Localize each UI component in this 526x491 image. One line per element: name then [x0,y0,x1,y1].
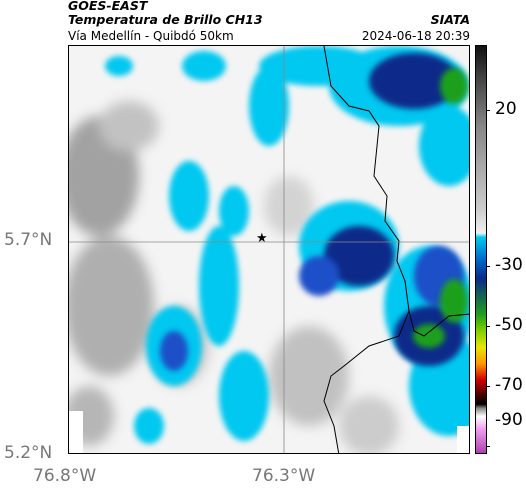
satellite-map[interactable]: ★ [68,45,470,454]
colorbar-tick-label: -30 [495,255,523,275]
colorbar-tick [486,326,490,327]
star-icon: ★ [256,231,268,246]
lat-label-5-2: 5.2°N [4,443,53,463]
colorbar-tick-label: -90 [495,410,523,430]
colorbar [475,45,487,454]
colorbar-tick [486,110,490,111]
brightness-temperature-image [69,46,469,453]
border-line [323,46,469,337]
colorbar-tick-label: -50 [495,315,523,335]
satellite-title: GOES-EAST [68,0,148,13]
lon-label-76-8: 76.8°W [33,466,97,486]
colorbar-tick [486,386,490,387]
colorbar-tick [486,446,490,447]
product-title: Temperatura de Brillo CH13 [68,12,263,27]
colorbar-tick-label: 20 [495,99,517,119]
lat-label-5-7: 5.7°N [4,230,53,250]
source-label: SIATA [430,12,470,27]
colorbar-tick-label: -70 [495,375,523,395]
lon-label-76-3: 76.3°W [252,466,316,486]
datetime-label: 2024-06-18 20:39 [361,29,470,43]
coast-line [323,310,410,453]
route-label: Vía Medellín - Quibdó 50km [68,29,234,43]
colorbar-tick [486,266,490,267]
